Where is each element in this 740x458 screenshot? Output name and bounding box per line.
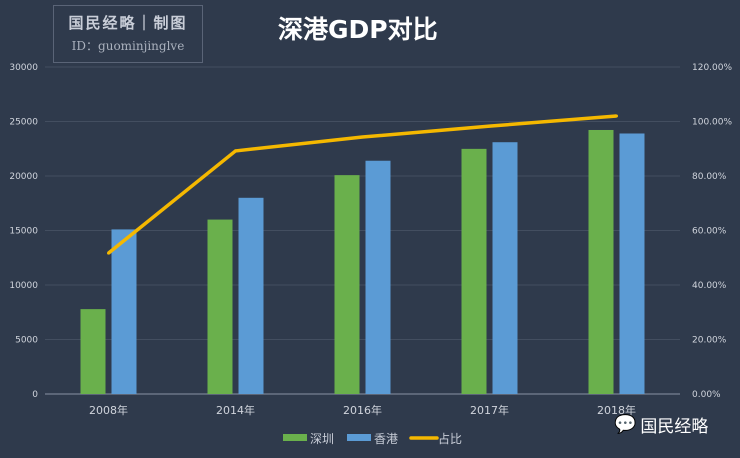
bar-香港 (492, 142, 518, 394)
x-tick-label: 2008年 (89, 403, 128, 417)
y2-tick-label: 120.00% (692, 63, 732, 73)
bar-深圳 (207, 219, 233, 394)
legend-label: 占比 (438, 431, 462, 446)
y-tick-label: 0 (32, 390, 38, 400)
y-tick-label: 25000 (9, 118, 38, 128)
y-tick-label: 30000 (9, 63, 38, 73)
x-tick-label: 2018年 (597, 403, 636, 417)
chart-title: 深港GDP对比 (278, 15, 438, 44)
x-tick-label: 2014年 (216, 403, 255, 417)
y-tick-label: 15000 (9, 227, 38, 237)
y2-tick-label: 40.00% (692, 281, 727, 291)
bar-香港 (111, 229, 137, 394)
y-tick-label: 5000 (15, 336, 38, 346)
x-tick-label: 2017年 (470, 403, 509, 417)
watermark: 💬 国民经略 (614, 412, 708, 437)
bar-深圳 (80, 309, 106, 394)
watermark-text: 国民经略 (640, 417, 709, 437)
y-tick-label: 20000 (9, 172, 38, 182)
y2-tick-label: 100.00% (692, 118, 732, 128)
line-point (107, 251, 110, 255)
y2-tick-label: 0.00% (692, 390, 721, 400)
legend-swatch (283, 434, 307, 441)
y2-tick-label: 80.00% (692, 172, 727, 182)
stamp-line1: 国民经略｜制图 (68, 14, 188, 32)
line-point (488, 124, 491, 128)
bar-香港 (365, 160, 391, 394)
line-point (361, 135, 364, 139)
bar-深圳 (588, 129, 614, 394)
y2-tick-label: 60.00% (692, 227, 727, 237)
legend-swatch (347, 434, 371, 441)
line-point (234, 149, 237, 153)
author-stamp: 国民经略｜制图 ID：guominjinglve (53, 5, 203, 63)
bar-深圳 (461, 148, 487, 394)
bar-深圳 (334, 175, 360, 394)
bar-香港 (238, 197, 264, 394)
stamp-line2: ID：guominjinglve (71, 39, 185, 53)
line-point (615, 114, 618, 118)
legend-label: 香港 (374, 432, 398, 446)
bar-香港 (619, 133, 645, 395)
y2-tick-label: 20.00% (692, 336, 727, 346)
x-tick-label: 2016年 (343, 403, 382, 417)
legend-label: 深圳 (310, 432, 334, 446)
y-tick-label: 10000 (9, 281, 38, 291)
wechat-icon: 💬 (614, 414, 637, 435)
